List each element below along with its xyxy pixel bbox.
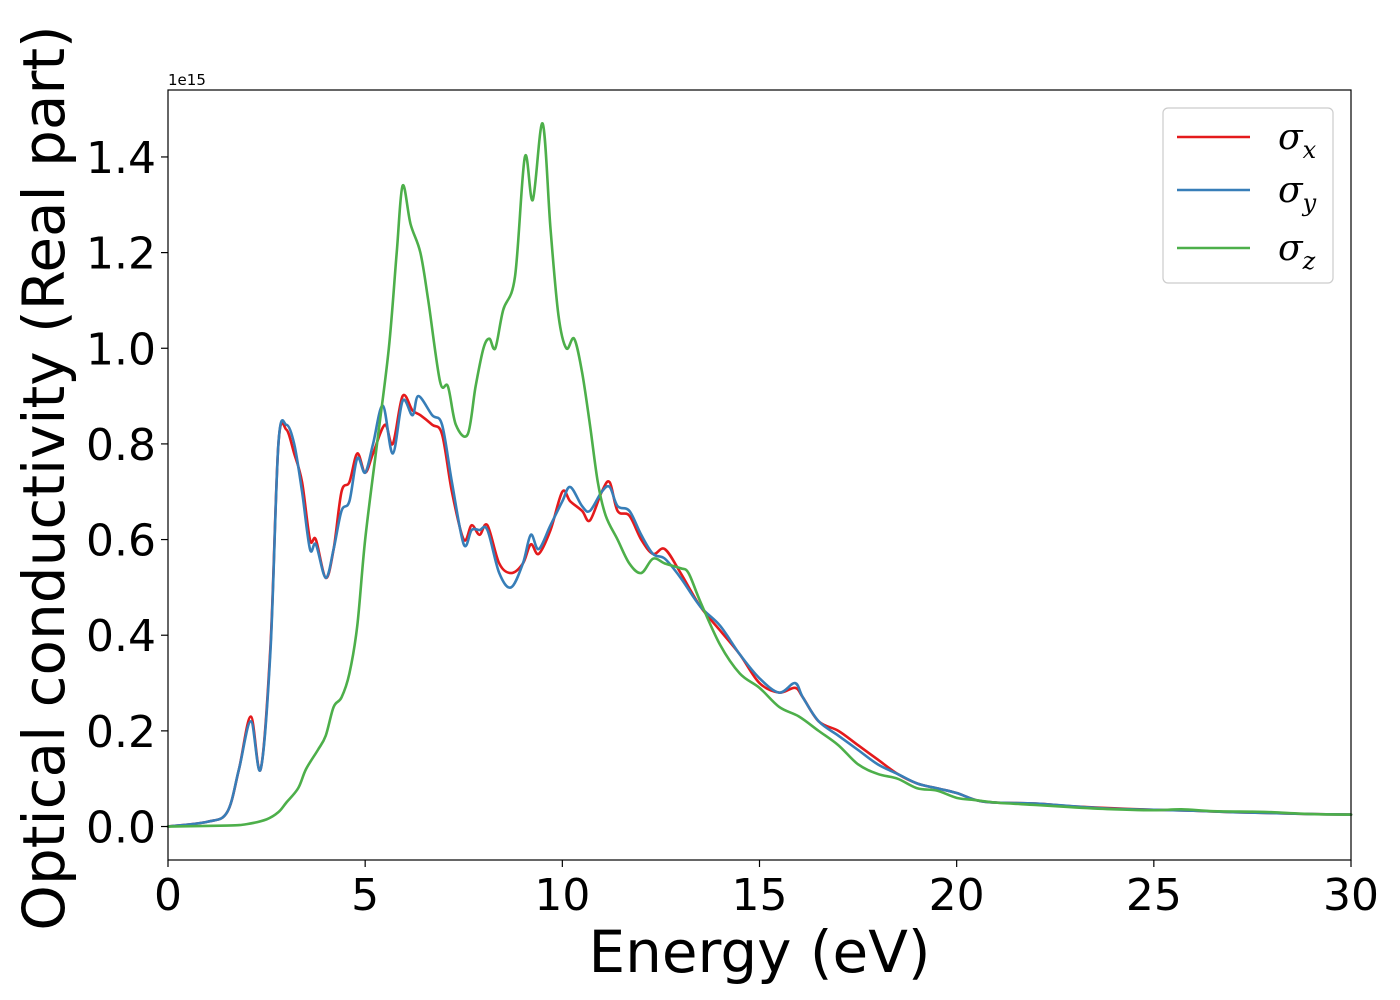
- legend-box: [1162, 107, 1334, 284]
- y-tick-label: 1.4: [86, 133, 156, 184]
- series-line-sigma-x: [166, 393, 1353, 828]
- x-tick-label: 0: [154, 870, 182, 921]
- legend: σx σy σz: [1162, 107, 1334, 284]
- y-tick-label: 1.2: [86, 229, 156, 280]
- y-offset-text: 1e15: [168, 71, 206, 89]
- series-line-sigma-y: [166, 394, 1353, 828]
- x-axis-ticks: 0 5 10 15 20 25 30: [154, 860, 1379, 921]
- y-tick-label: 1.0: [86, 324, 156, 375]
- y-tick-label: 0.0: [86, 803, 156, 854]
- series-layer: [166, 122, 1353, 828]
- x-tick-label: 10: [534, 870, 590, 921]
- y-tick-label: 0.6: [86, 516, 156, 567]
- legend-label-sigma-z: σz: [1278, 228, 1316, 275]
- series-line-sigma-z: [166, 122, 1353, 828]
- y-tick-label: 0.8: [86, 420, 156, 471]
- x-tick-label: 15: [732, 870, 788, 921]
- y-axis-title: Optical conductivity (Real part): [10, 25, 78, 930]
- x-axis-title: Energy (eV): [588, 918, 930, 986]
- x-tick-label: 20: [929, 870, 985, 921]
- x-tick-label: 30: [1323, 870, 1379, 921]
- legend-label-sigma-x: σx: [1278, 117, 1317, 164]
- y-tick-label: 0.2: [86, 707, 156, 758]
- x-tick-label: 25: [1126, 870, 1182, 921]
- legend-label-sigma-y: σy: [1278, 170, 1317, 217]
- y-axis-ticks: 0.0 0.2 0.4 0.6 0.8 1.0 1.2 1.4: [86, 133, 168, 854]
- y-tick-label: 0.4: [86, 611, 156, 662]
- x-tick-label: 5: [351, 870, 379, 921]
